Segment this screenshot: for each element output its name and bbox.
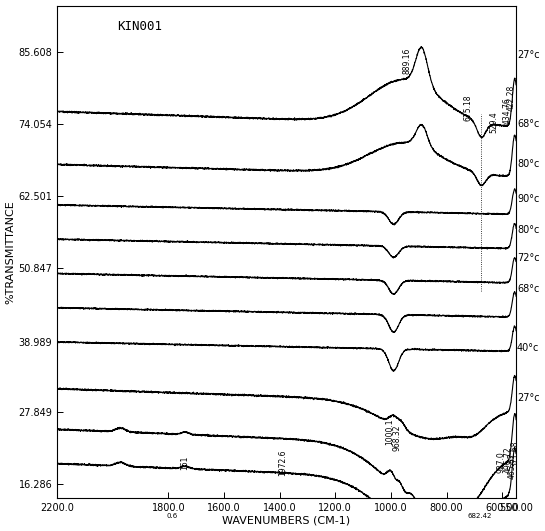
Text: 90°c: 90°c bbox=[517, 194, 539, 204]
Text: 465.62: 465.62 bbox=[508, 452, 517, 479]
Text: 27°c: 27°c bbox=[517, 50, 540, 61]
Text: 161: 161 bbox=[180, 456, 190, 470]
X-axis label: WAVENUMBERS (CM-1): WAVENUMBERS (CM-1) bbox=[222, 516, 350, 526]
Text: 422.28: 422.28 bbox=[507, 85, 516, 112]
Text: 889.16: 889.16 bbox=[403, 48, 411, 74]
Text: 40°c: 40°c bbox=[517, 343, 539, 353]
Text: 0.6: 0.6 bbox=[167, 513, 178, 519]
Text: 80°c: 80°c bbox=[517, 225, 539, 235]
Text: 675.18: 675.18 bbox=[463, 95, 473, 121]
Text: 27°c: 27°c bbox=[517, 393, 540, 403]
Text: 1000.1: 1000.1 bbox=[385, 418, 395, 445]
Text: 68°c: 68°c bbox=[517, 119, 539, 129]
Text: 927.0: 927.0 bbox=[497, 451, 506, 473]
Text: 496.72: 496.72 bbox=[504, 446, 513, 473]
Text: 72°c: 72°c bbox=[517, 253, 540, 263]
Text: 968.32: 968.32 bbox=[392, 425, 402, 451]
Text: 80°c: 80°c bbox=[517, 159, 539, 169]
Text: 434.76: 434.76 bbox=[502, 97, 511, 124]
Text: 529.4: 529.4 bbox=[489, 112, 498, 133]
Text: 682.42: 682.42 bbox=[467, 513, 492, 519]
Text: 371.68: 371.68 bbox=[511, 440, 520, 467]
Text: 68°c: 68°c bbox=[517, 284, 539, 294]
Text: 1972.6: 1972.6 bbox=[278, 450, 287, 476]
Y-axis label: %TRANSMITTANCE: %TRANSMITTANCE bbox=[5, 200, 16, 304]
Text: KIN001: KIN001 bbox=[117, 20, 162, 33]
